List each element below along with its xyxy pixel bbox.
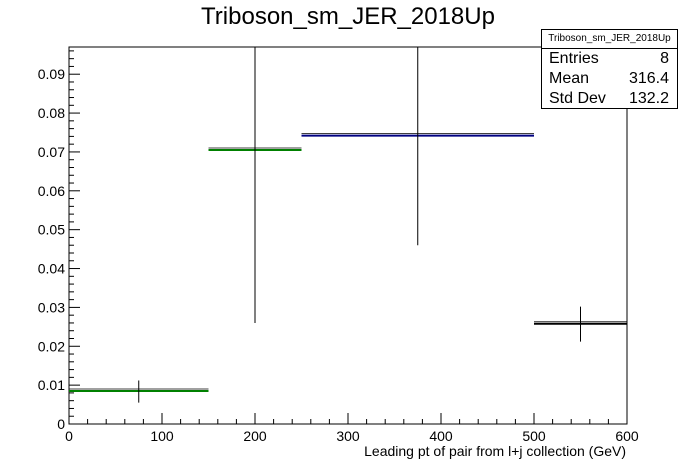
y-tick-label: 0.02 [38, 338, 65, 354]
stats-title: Triboson_sm_JER_2018Up [542, 30, 677, 49]
stats-stddev-label: Std Dev [549, 90, 606, 107]
stats-row-stddev: Std Dev 132.2 [542, 89, 677, 109]
y-tick-label: 0.04 [38, 261, 65, 277]
y-tick-label: 0.08 [38, 105, 65, 121]
x-tick-label: 300 [336, 428, 360, 444]
x-tick-label: 100 [150, 428, 174, 444]
x-tick-label: 200 [243, 428, 267, 444]
y-axis: 0 0.01 0.02 0.03 0.04 0.05 0.06 0.07 0.08 0.09 [38, 50, 80, 432]
y-tick-label: 0.01 [38, 377, 65, 393]
y-tick-label: 0.06 [38, 183, 65, 199]
x-tick-label: 600 [615, 428, 639, 444]
stats-stddev-value: 132.2 [628, 90, 669, 107]
x-axis: 0 100 200 300 400 500 600 [65, 413, 639, 444]
stats-mean-value: 316.4 [628, 70, 669, 87]
stats-entries-value: 8 [660, 50, 669, 67]
x-axis-label: Leading pt of pair from l+j collection (… [364, 443, 626, 459]
y-tick-label: 0 [57, 416, 65, 432]
histogram-bin [208, 47, 302, 323]
histogram-bin [69, 380, 209, 403]
y-tick-label: 0.03 [38, 299, 65, 315]
histogram-bin [534, 306, 627, 342]
y-tick-label: 0.07 [38, 144, 65, 160]
stats-row-entries: Entries 8 [542, 49, 677, 69]
stats-box: Triboson_sm_JER_2018Up Entries 8 Mean 31… [541, 29, 678, 109]
stats-mean-label: Mean [549, 70, 590, 87]
histogram-bins [69, 47, 627, 403]
x-tick-label: 0 [65, 428, 73, 444]
stats-entries-label: Entries [549, 50, 599, 67]
chart-title: Triboson_sm_JER_2018Up [201, 3, 495, 30]
x-tick-label: 400 [429, 428, 453, 444]
y-tick-label: 0.09 [38, 66, 65, 82]
stats-row-mean: Mean 316.4 [542, 69, 677, 89]
x-tick-label: 500 [522, 428, 546, 444]
histogram-bin [301, 47, 534, 246]
y-tick-label: 0.05 [38, 222, 65, 238]
